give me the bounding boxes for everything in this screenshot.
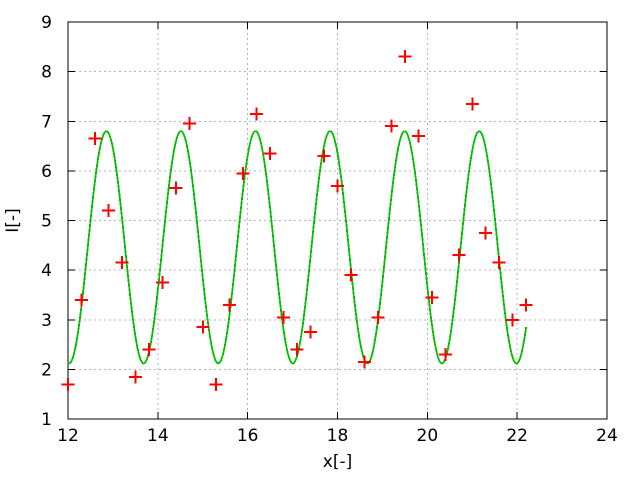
x-tick-label: 20	[417, 426, 439, 446]
data-point-marker	[290, 343, 304, 357]
data-points	[61, 50, 533, 391]
data-point-marker	[169, 181, 183, 195]
data-point-marker	[425, 290, 439, 304]
y-tick-label: 6	[41, 162, 52, 182]
x-tick-label: 14	[147, 426, 169, 446]
data-point-marker	[479, 226, 493, 240]
data-point-marker	[304, 325, 318, 339]
data-point-marker	[438, 347, 452, 361]
y-tick-label: 8	[41, 63, 52, 83]
y-axis-label: I[-]	[3, 208, 23, 232]
x-tick-label: 24	[596, 426, 618, 446]
data-point-marker	[465, 97, 479, 111]
y-tick-label: 5	[41, 212, 52, 232]
data-point-marker	[209, 377, 223, 391]
data-point-marker	[74, 293, 88, 307]
data-point-marker	[371, 310, 385, 324]
x-tick-label: 18	[327, 426, 349, 446]
y-tick-label: 2	[41, 360, 52, 380]
data-point-marker	[277, 310, 291, 324]
data-point-marker	[411, 129, 425, 143]
data-point-marker	[196, 320, 210, 334]
data-point-marker	[182, 117, 196, 131]
data-point-marker	[452, 248, 466, 262]
y-tick-label: 9	[41, 13, 52, 33]
data-point-marker	[357, 355, 371, 369]
x-tick-label: 22	[506, 426, 528, 446]
data-point-marker	[115, 256, 129, 270]
data-point-marker	[506, 313, 520, 327]
data-point-marker	[250, 107, 264, 121]
data-point-marker	[101, 204, 115, 218]
data-point-marker	[61, 377, 75, 391]
data-point-marker	[492, 256, 506, 270]
y-tick-label: 1	[41, 410, 52, 430]
data-point-marker	[236, 166, 250, 180]
x-tick-label: 12	[57, 426, 79, 446]
data-point-marker	[128, 370, 142, 384]
x-axis-label: x[-]	[323, 452, 352, 472]
data-point-marker	[317, 149, 331, 163]
data-point-marker	[263, 147, 277, 161]
y-tick-label: 7	[41, 112, 52, 132]
data-point-marker	[331, 179, 344, 193]
sine-fit-curve	[67, 130, 528, 365]
y-tick-label: 4	[41, 261, 52, 281]
data-point-marker	[142, 343, 156, 357]
plot-border	[67, 21, 608, 420]
gridlines	[69, 23, 606, 418]
data-point-marker	[384, 119, 398, 133]
data-point-marker	[155, 276, 169, 290]
x-tick-label: 16	[237, 426, 259, 446]
data-point-marker	[519, 298, 533, 312]
data-point-marker	[223, 298, 237, 312]
data-point-marker	[88, 132, 102, 146]
x-tick-labels: 12 14 16 18 20 22 24	[57, 426, 618, 446]
data-point-marker	[344, 268, 358, 282]
data-point-marker	[398, 50, 412, 64]
y-tick-labels: 1 2 3 4 5 6 7 8 9	[41, 13, 52, 430]
y-tick-label: 3	[41, 311, 52, 331]
